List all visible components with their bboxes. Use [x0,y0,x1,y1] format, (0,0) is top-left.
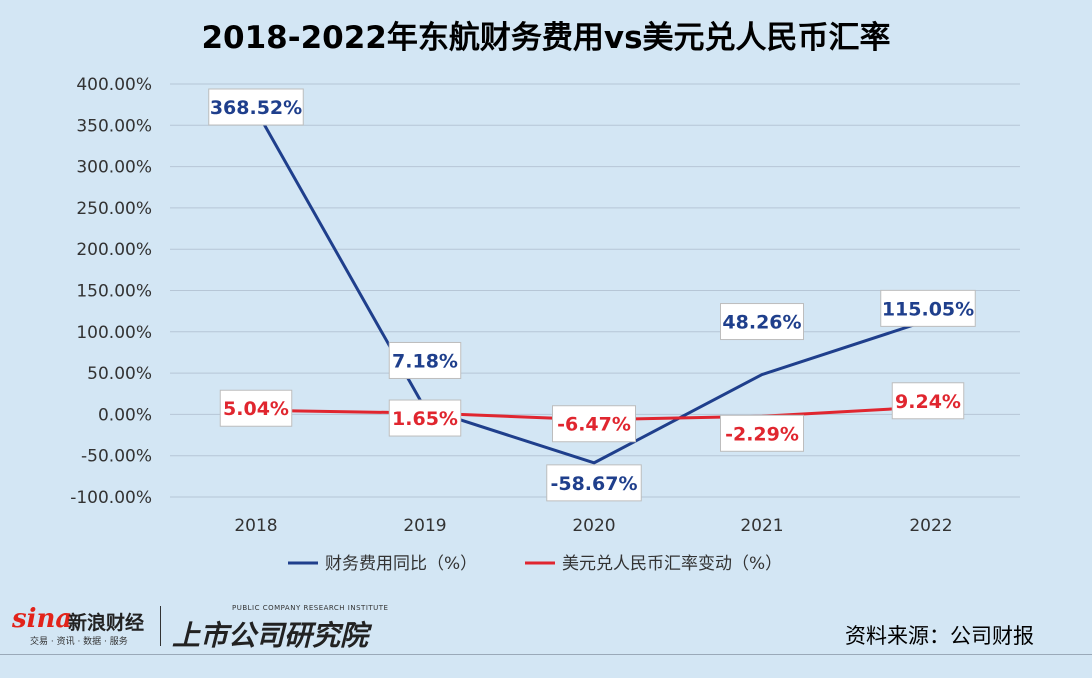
data-label-box [720,303,804,341]
legend-label-exchange-rate: 美元兑人民币汇率变动（%） [562,554,782,574]
exchange-rate-data-label: -2.29% [725,423,799,445]
finance-cost-data-label: 115.05% [882,298,974,320]
sina-finance-logo: sina 新浪财经 交易 · 资讯 · 数据 · 服务 [12,604,152,648]
y-tick-label: 200.00% [76,240,152,260]
logo-divider [160,606,161,646]
x-tick-label: 2021 [740,516,783,536]
finance-cost-data-label: 48.26% [722,312,801,334]
data-label-box [552,405,636,443]
data-label-box [388,399,462,437]
sina-wordmark: sina [12,604,73,634]
finance-cost-data-label: 7.18% [392,350,458,372]
data-label-box [891,382,965,420]
data-label-box [546,464,642,502]
data-label-box [388,341,462,379]
y-tick-label: -50.00% [81,447,152,467]
finance-cost-data-label: -58.67% [550,473,637,495]
chart-title: 2018-2022年东航财务费用vs美元兑人民币汇率 [201,20,891,56]
x-tick-label: 2020 [572,516,615,536]
x-tick-label: 2018 [234,516,277,536]
data-label-box [208,88,304,126]
legend-label-finance-cost: 财务费用同比（%） [325,554,477,574]
footer-divider [0,654,1092,655]
exchange-rate-data-label: 5.04% [223,398,289,420]
x-tick-label: 2022 [909,516,952,536]
data-label-box [219,389,293,427]
exchange-rate-data-label: 1.65% [392,408,458,430]
y-tick-label: 50.00% [87,364,152,384]
y-tick-label: 250.00% [76,199,152,219]
y-tick-label: 150.00% [76,282,152,302]
y-tick-label: 400.00% [76,75,152,95]
chart-area: 400.00% 350.00% 300.00% 250.00% 200.00% 150.0… [70,75,1020,574]
y-tick-label: -100.00% [70,488,152,508]
y-tick-label: 0.00% [98,405,152,425]
y-tick-label: 300.00% [76,158,152,178]
y-tick-label: 100.00% [76,323,152,343]
finance-cost-line [254,109,932,465]
exchange-rate-data-label: -6.47% [557,414,631,436]
y-tick-label: 350.00% [76,116,152,136]
research-institute-tag: PUBLIC COMPANY RESEARCH INSTITUTE [232,604,389,612]
research-institute-logo: PUBLIC COMPANY RESEARCH INSTITUTE 上市公司研究… [172,604,388,652]
data-label-box [880,289,976,327]
exchange-rate-data-label: 9.24% [895,391,961,413]
data-source: 资料来源：公司财报 [845,624,1034,648]
data-label-box [720,414,804,452]
x-tick-label: 2019 [403,516,446,536]
sina-tagline: 交易 · 资讯 · 数据 · 服务 [30,637,128,647]
sina-finance-name: 新浪财经 [68,612,145,634]
finance-cost-data-label: 368.52% [210,97,302,119]
research-institute-name: 上市公司研究院 [172,619,369,652]
